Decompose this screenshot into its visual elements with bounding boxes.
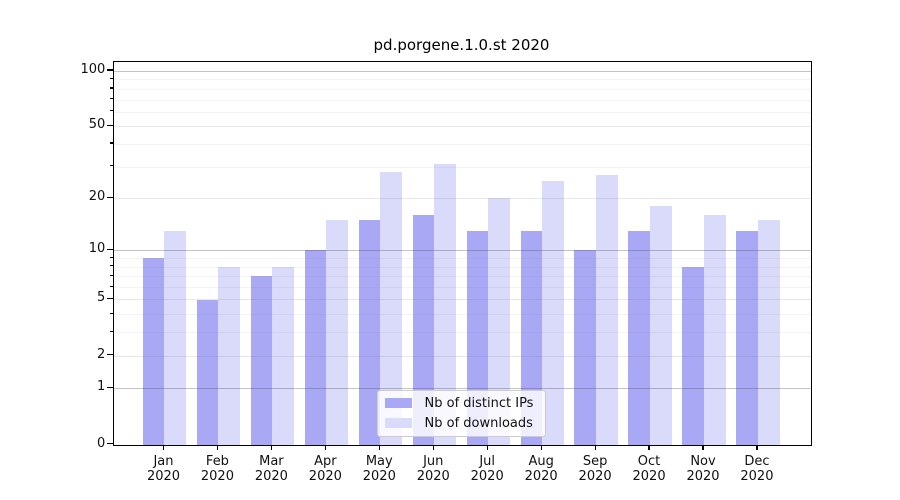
y-minor-tick-mark bbox=[109, 285, 114, 287]
x-tick-label: Oct 2020 bbox=[632, 453, 666, 485]
x-tick-label: Aug 2020 bbox=[524, 453, 558, 485]
x-tick-mark bbox=[486, 444, 488, 450]
bar-distinct-ips-sep bbox=[574, 250, 597, 445]
legend-label-downloads: Nb of downloads bbox=[424, 415, 533, 431]
y-tick-label: 5 bbox=[97, 290, 106, 306]
legend-swatch-downloads-icon bbox=[384, 418, 412, 428]
legend-item-distinct-ips: Nb of distinct IPs bbox=[384, 395, 538, 412]
y-minor-tick-mark bbox=[109, 265, 114, 267]
bar-downloads-oct bbox=[650, 206, 672, 445]
y-tick-label: 50 bbox=[88, 117, 106, 133]
x-tick-label: Feb 2020 bbox=[200, 453, 234, 485]
legend: Nb of distinct IPs Nb of downloads bbox=[376, 389, 546, 437]
y-tick-label: 100 bbox=[80, 62, 106, 77]
y-tick-mark bbox=[106, 124, 114, 126]
y-minor-tick-mark bbox=[109, 256, 114, 258]
x-tick-label: May 2020 bbox=[362, 453, 396, 485]
y-minor-tick-mark bbox=[109, 165, 114, 167]
legend-label-distinct-ips: Nb of distinct IPs bbox=[424, 395, 534, 411]
legend-swatch-distinct-ips-icon bbox=[384, 398, 412, 408]
plot-clip bbox=[114, 62, 811, 445]
x-tick-label: Jul 2020 bbox=[470, 453, 504, 485]
x-tick-label: Dec 2020 bbox=[740, 453, 774, 485]
chart-title: pd.porgene.1.0.st 2020 bbox=[373, 36, 550, 54]
x-tick-mark bbox=[594, 444, 596, 450]
y-tick-label: 2 bbox=[97, 346, 106, 362]
gridline-minor bbox=[114, 79, 811, 81]
x-tick-mark bbox=[216, 444, 219, 450]
y-minor-tick-mark bbox=[109, 274, 114, 276]
y-minor-tick-mark bbox=[109, 110, 114, 112]
bar-downloads-mar bbox=[272, 266, 294, 445]
bar-downloads-jan bbox=[164, 230, 187, 445]
y-minor-tick-mark bbox=[109, 87, 114, 89]
y-minor-tick-mark bbox=[109, 142, 114, 144]
x-tick-mark bbox=[432, 444, 434, 450]
bar-downloads-dec bbox=[757, 220, 780, 445]
x-tick-label: Jun 2020 bbox=[416, 453, 450, 485]
y-tick-label: 10 bbox=[88, 241, 106, 257]
x-tick-mark bbox=[540, 444, 542, 450]
x-tick-mark bbox=[270, 444, 272, 450]
gridline-minor bbox=[114, 88, 811, 90]
x-tick-label: Sep 2020 bbox=[578, 453, 612, 485]
x-tick-mark bbox=[648, 444, 650, 450]
gridline-minor bbox=[114, 99, 811, 101]
legend-item-downloads: Nb of downloads bbox=[384, 415, 538, 432]
x-tick-mark bbox=[756, 444, 758, 450]
gridline-major bbox=[114, 198, 811, 200]
bar-distinct-ips-nov bbox=[682, 266, 704, 445]
bar-downloads-aug bbox=[542, 180, 564, 445]
x-tick-mark bbox=[324, 444, 326, 450]
x-tick-label: Jan 2020 bbox=[146, 453, 181, 485]
x-tick-mark bbox=[162, 444, 165, 450]
y-minor-tick-mark bbox=[109, 77, 114, 80]
y-minor-tick-mark bbox=[109, 312, 114, 314]
gridline-minor bbox=[114, 166, 811, 168]
x-tick-mark bbox=[702, 444, 704, 450]
bar-distinct-ips-dec bbox=[736, 230, 758, 445]
bar-downloads-nov bbox=[703, 215, 726, 445]
bar-downloads-apr bbox=[326, 220, 348, 445]
bar-distinct-ips-may bbox=[358, 220, 381, 445]
y-tick-mark bbox=[106, 386, 114, 388]
y-tick-label: 0 bbox=[97, 435, 106, 451]
bar-distinct-ips-feb bbox=[196, 299, 219, 445]
bar-distinct-ips-apr bbox=[304, 250, 327, 445]
y-tick-mark bbox=[106, 442, 114, 445]
y-tick-mark bbox=[106, 353, 114, 356]
bar-downloads-jul bbox=[488, 198, 510, 445]
bar-downloads-feb bbox=[218, 266, 241, 445]
y-tick-mark bbox=[106, 196, 114, 198]
bar-distinct-ips-oct bbox=[628, 230, 651, 445]
bar-downloads-may bbox=[380, 172, 402, 445]
x-tick-label: Mar 2020 bbox=[254, 453, 288, 485]
bar-downloads-sep bbox=[596, 174, 618, 445]
gridline-major bbox=[114, 126, 811, 128]
gridline-minor bbox=[114, 111, 811, 113]
bar-distinct-ips-mar bbox=[250, 276, 273, 445]
y-tick-label: 1 bbox=[97, 379, 106, 395]
plot-area bbox=[113, 61, 812, 446]
y-tick-mark bbox=[106, 248, 114, 251]
x-tick-label: Nov 2020 bbox=[686, 453, 720, 485]
bar-downloads-jun bbox=[434, 164, 456, 445]
bar-distinct-ips-jun bbox=[412, 215, 435, 445]
y-tick-label: 20 bbox=[88, 189, 106, 205]
y-minor-tick-mark bbox=[109, 98, 114, 100]
gridline-minor bbox=[114, 143, 811, 145]
y-minor-tick-mark bbox=[109, 330, 114, 332]
bar-distinct-ips-jan bbox=[142, 258, 165, 445]
y-tick-mark bbox=[106, 69, 114, 71]
y-tick-mark bbox=[106, 297, 114, 300]
gridline-major bbox=[114, 71, 811, 72]
x-tick-label: Apr 2020 bbox=[308, 453, 342, 485]
x-tick-mark bbox=[378, 444, 380, 450]
